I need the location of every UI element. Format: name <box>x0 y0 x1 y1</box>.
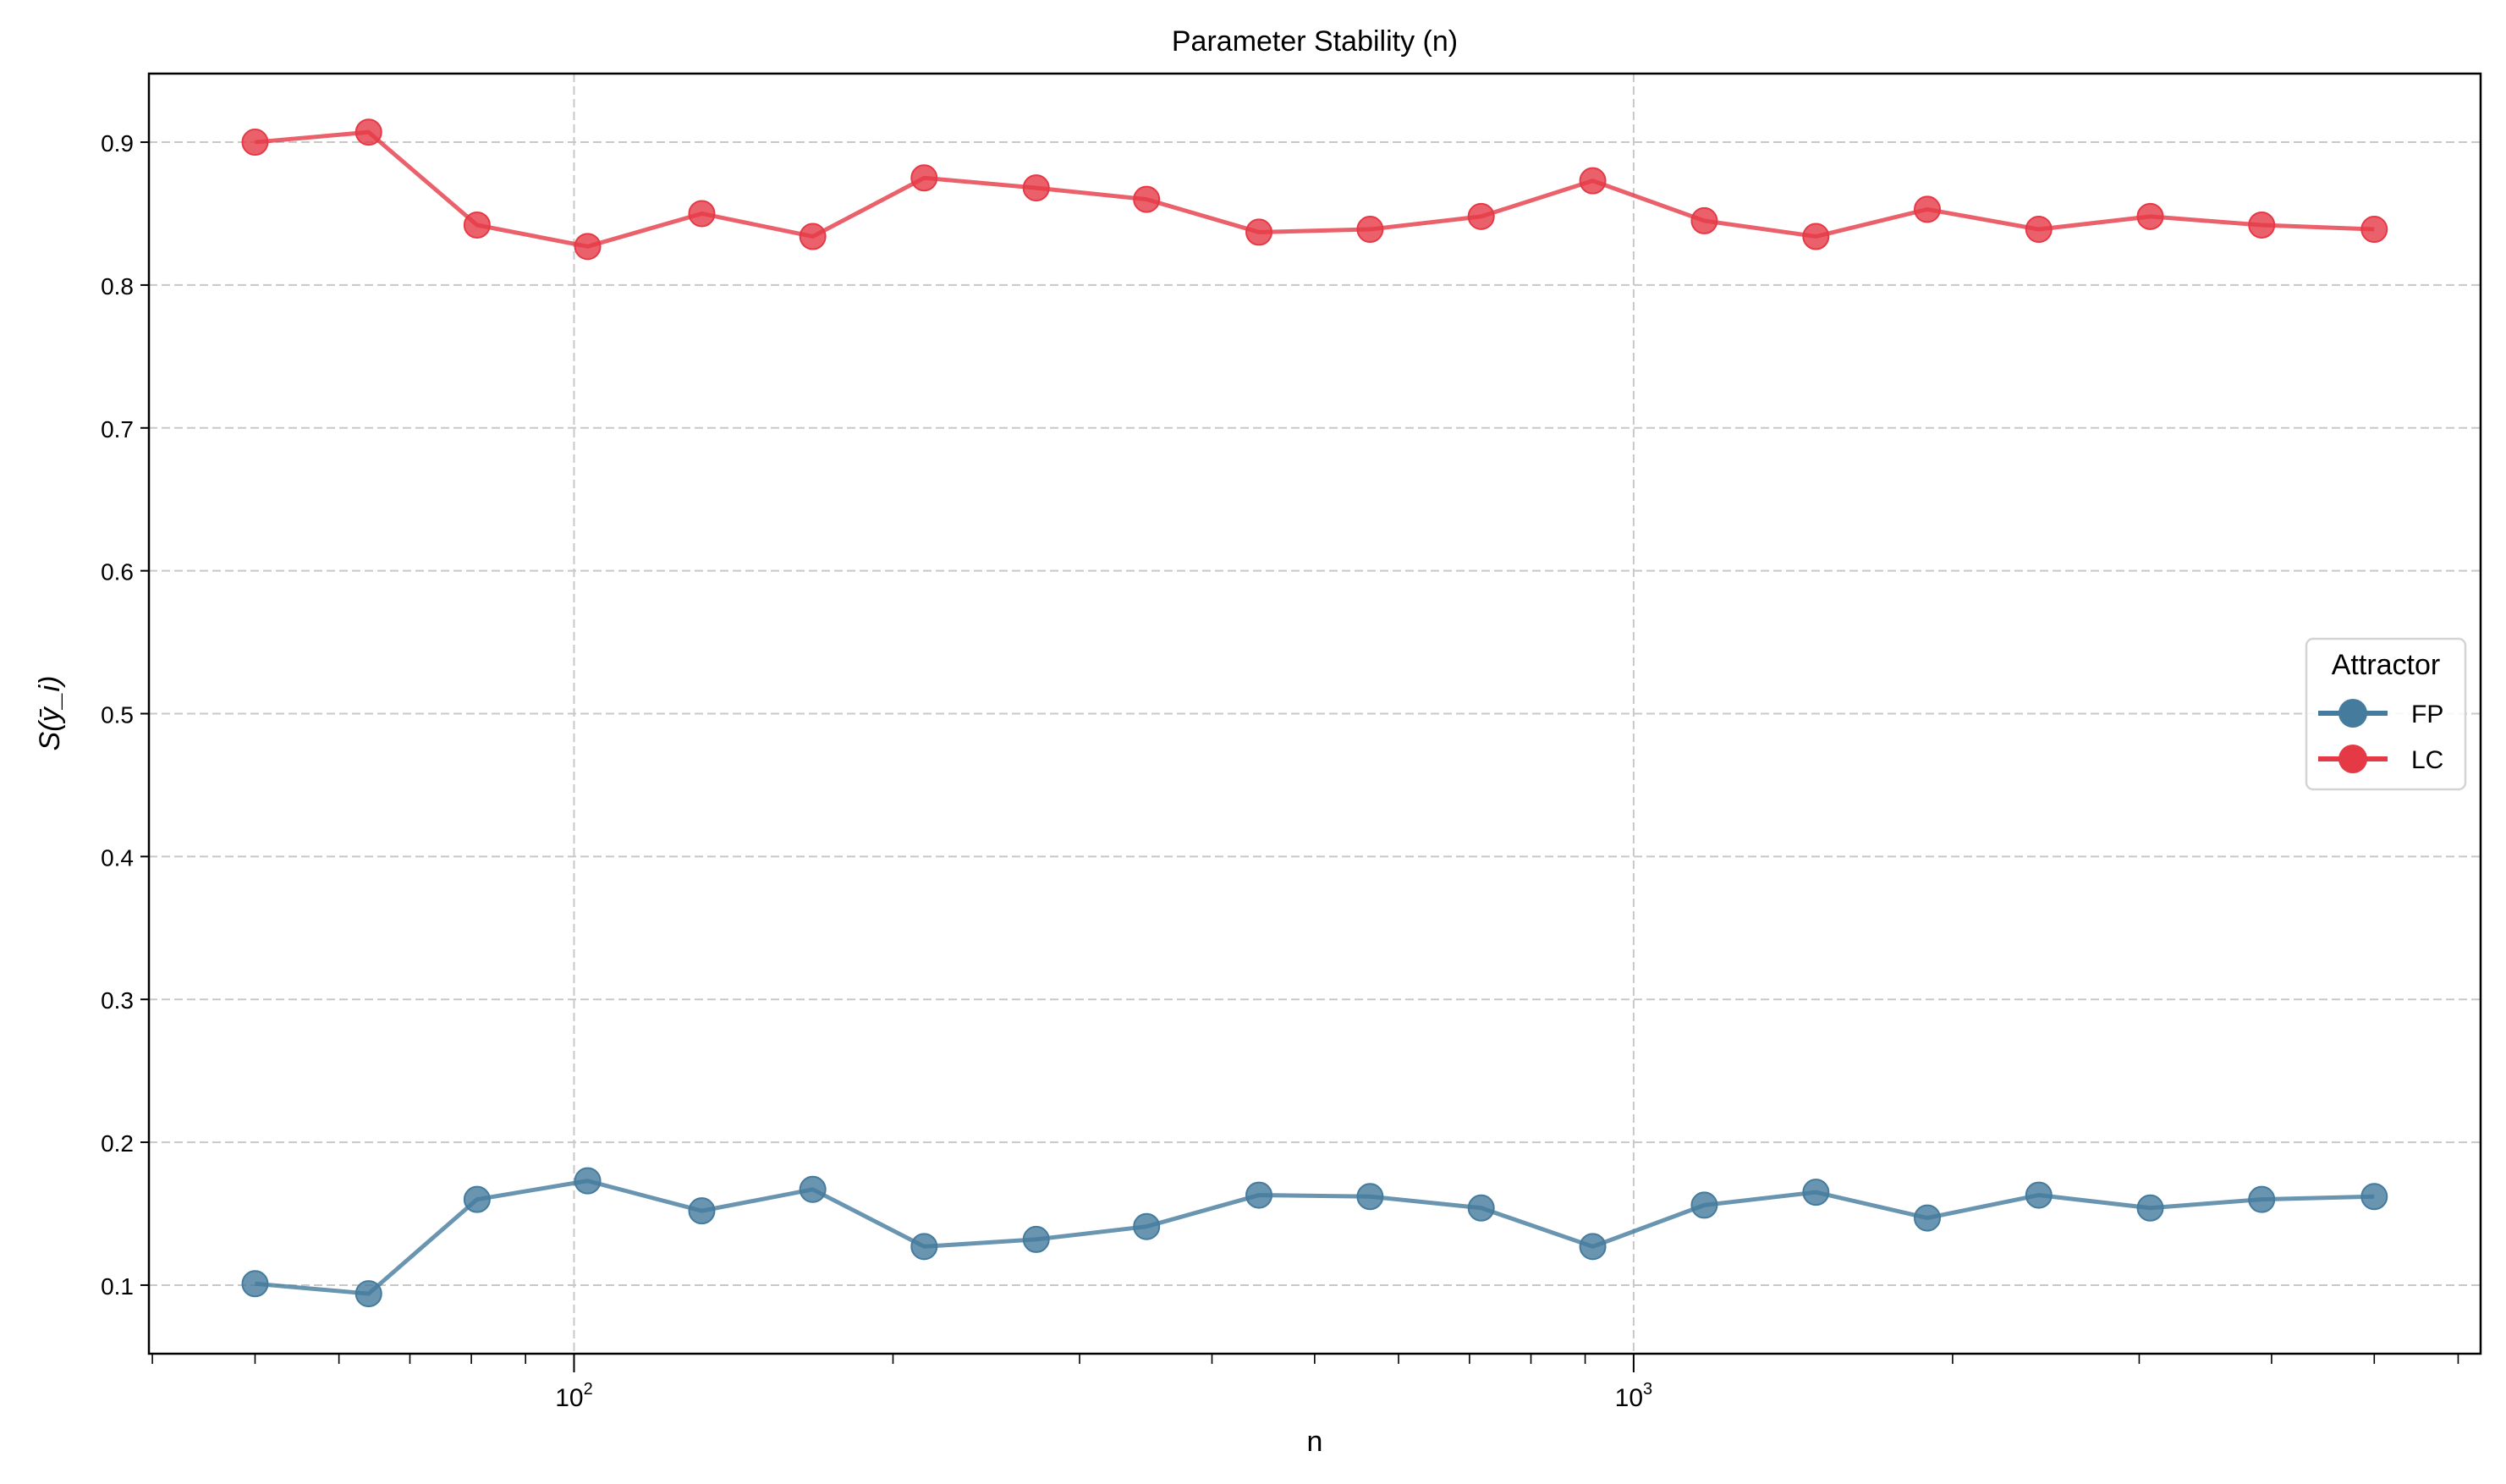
data-point-FP <box>2360 1183 2388 1211</box>
data-point-LC <box>2025 216 2053 244</box>
x-tick-label: 102 <box>555 1380 593 1412</box>
data-point-LC <box>799 223 827 250</box>
x-axis-label: n <box>1307 1426 1323 1458</box>
data-point-LC <box>2248 211 2276 239</box>
data-point-FP <box>2248 1185 2276 1213</box>
data-point-FP <box>1914 1204 1942 1232</box>
data-point-FP <box>1356 1183 1384 1211</box>
data-point-FP <box>354 1280 382 1308</box>
data-point-FP <box>241 1270 269 1298</box>
data-point-FP <box>910 1233 938 1261</box>
data-point-FP <box>2025 1181 2053 1209</box>
data-point-FP <box>1245 1181 1273 1209</box>
data-point-LC <box>1356 216 1384 244</box>
data-point-FP <box>1690 1191 1718 1219</box>
data-point-LC <box>241 129 269 157</box>
y-tick-label: 0.4 <box>101 844 134 871</box>
data-point-FP <box>1579 1233 1607 1261</box>
y-tick-label: 0.7 <box>101 416 134 442</box>
series-layer <box>241 118 2388 1308</box>
y-tick-label: 0.9 <box>101 130 134 157</box>
data-point-FP <box>1802 1179 1830 1206</box>
data-point-FP <box>574 1167 602 1195</box>
data-point-LC <box>1467 202 1495 230</box>
axes: 0.1 0.2 0.3 0.4 0.5 0.6 0.7 0.8 0.9 102 103 <box>101 130 2459 1412</box>
data-point-LC <box>910 164 938 192</box>
y-tick-label: 0.5 <box>101 702 134 728</box>
data-point-LC <box>463 211 491 239</box>
data-point-LC <box>574 233 602 261</box>
series-line-LC <box>255 129 2375 249</box>
data-point-LC <box>2360 216 2388 244</box>
data-point-FP <box>1133 1212 1161 1240</box>
legend-label-FP: FP <box>2411 701 2443 728</box>
y-tick-label: 0.6 <box>101 559 134 585</box>
data-point-LC <box>1690 206 1718 234</box>
chart-title: Parameter Stability (n) <box>1172 25 1458 58</box>
data-point-LC <box>2136 202 2164 230</box>
x-tick-label: 103 <box>1615 1380 1653 1412</box>
data-point-LC <box>1245 218 1273 246</box>
y-tick-label: 0.8 <box>101 273 134 300</box>
data-point-LC <box>1802 223 1830 250</box>
y-tick-label: 0.1 <box>101 1273 134 1300</box>
grid <box>149 74 2481 1354</box>
data-point-FP <box>2136 1194 2164 1222</box>
data-point-FP <box>1467 1194 1495 1222</box>
legend-marker-FP <box>2338 699 2367 728</box>
data-point-FP <box>799 1175 827 1203</box>
data-point-FP <box>688 1197 716 1225</box>
legend: Attractor FP LC <box>2305 637 2467 791</box>
y-axis-label: S(ȳ_i) <box>34 676 66 751</box>
data-point-FP <box>1022 1225 1050 1253</box>
data-point-LC <box>1133 185 1161 213</box>
data-point-FP <box>463 1185 491 1213</box>
data-point-LC <box>1022 174 1050 202</box>
legend-marker-LC <box>2338 745 2367 773</box>
y-tick-label: 0.2 <box>101 1130 134 1157</box>
data-point-LC <box>688 200 716 228</box>
legend-label-LC: LC <box>2411 746 2443 774</box>
data-point-LC <box>354 118 382 146</box>
series-line-FP <box>255 1179 2375 1296</box>
legend-title: Attractor <box>2332 649 2440 681</box>
data-point-LC <box>1914 195 1942 223</box>
y-tick-label: 0.3 <box>101 987 134 1014</box>
data-point-LC <box>1579 167 1607 195</box>
